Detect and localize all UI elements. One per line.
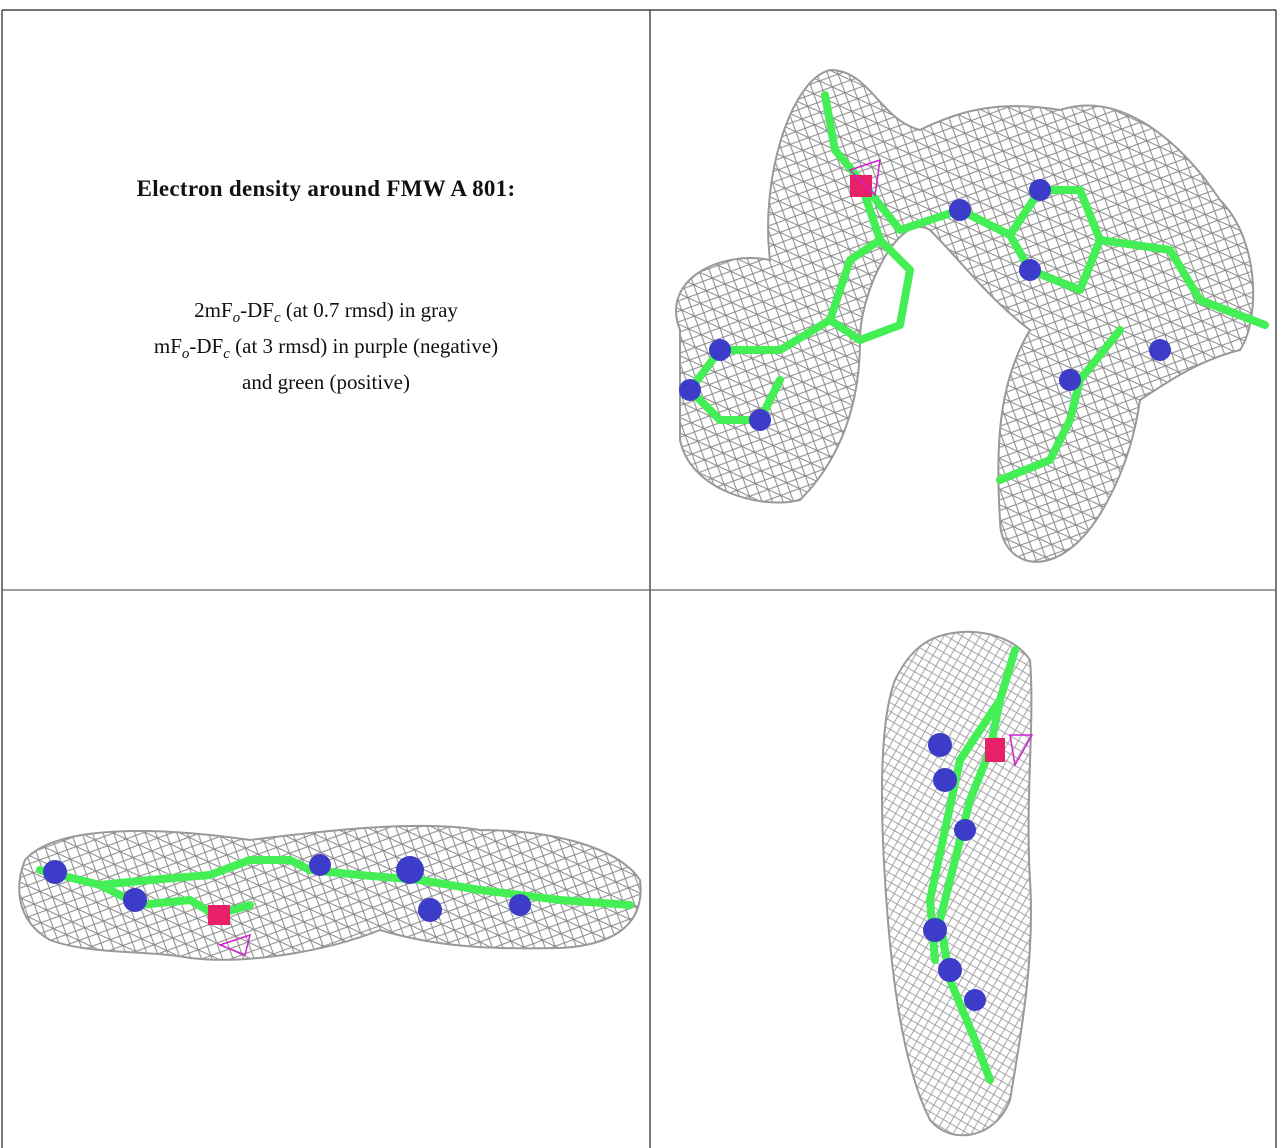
caption-legend: 2mFo-DFc (at 0.7 rmsd) in gray mFo-DFc (… bbox=[2, 292, 650, 400]
subscript: o bbox=[181, 346, 190, 363]
subscript: o bbox=[232, 310, 241, 327]
subscript: c bbox=[223, 346, 230, 363]
density-view-side bbox=[18, 824, 642, 961]
table-borders bbox=[1, 9, 1277, 1148]
density-view-edge bbox=[881, 630, 1034, 1137]
caption-cell: Electron density around FMW A 801: 2mFo-… bbox=[2, 10, 650, 590]
text: 2mF bbox=[194, 298, 233, 322]
text: (at 3 rmsd) in purple (negative) bbox=[229, 334, 499, 358]
text: mF bbox=[153, 334, 182, 358]
legend-line: and green (positive) bbox=[2, 364, 650, 400]
caption-title: Electron density around FMW A 801: bbox=[136, 176, 516, 201]
density-view-top bbox=[675, 68, 1269, 563]
legend-line: mFo-DFc (at 3 rmsd) in purple (negative) bbox=[2, 328, 650, 364]
subscript: c bbox=[273, 310, 281, 327]
text: (at 0.7 rmsd) in gray bbox=[280, 298, 458, 322]
text: -DF bbox=[189, 334, 224, 358]
text: and green (positive) bbox=[242, 370, 410, 394]
legend-line: 2mFo-DFc (at 0.7 rmsd) in gray bbox=[2, 292, 650, 328]
text: -DF bbox=[240, 298, 274, 322]
